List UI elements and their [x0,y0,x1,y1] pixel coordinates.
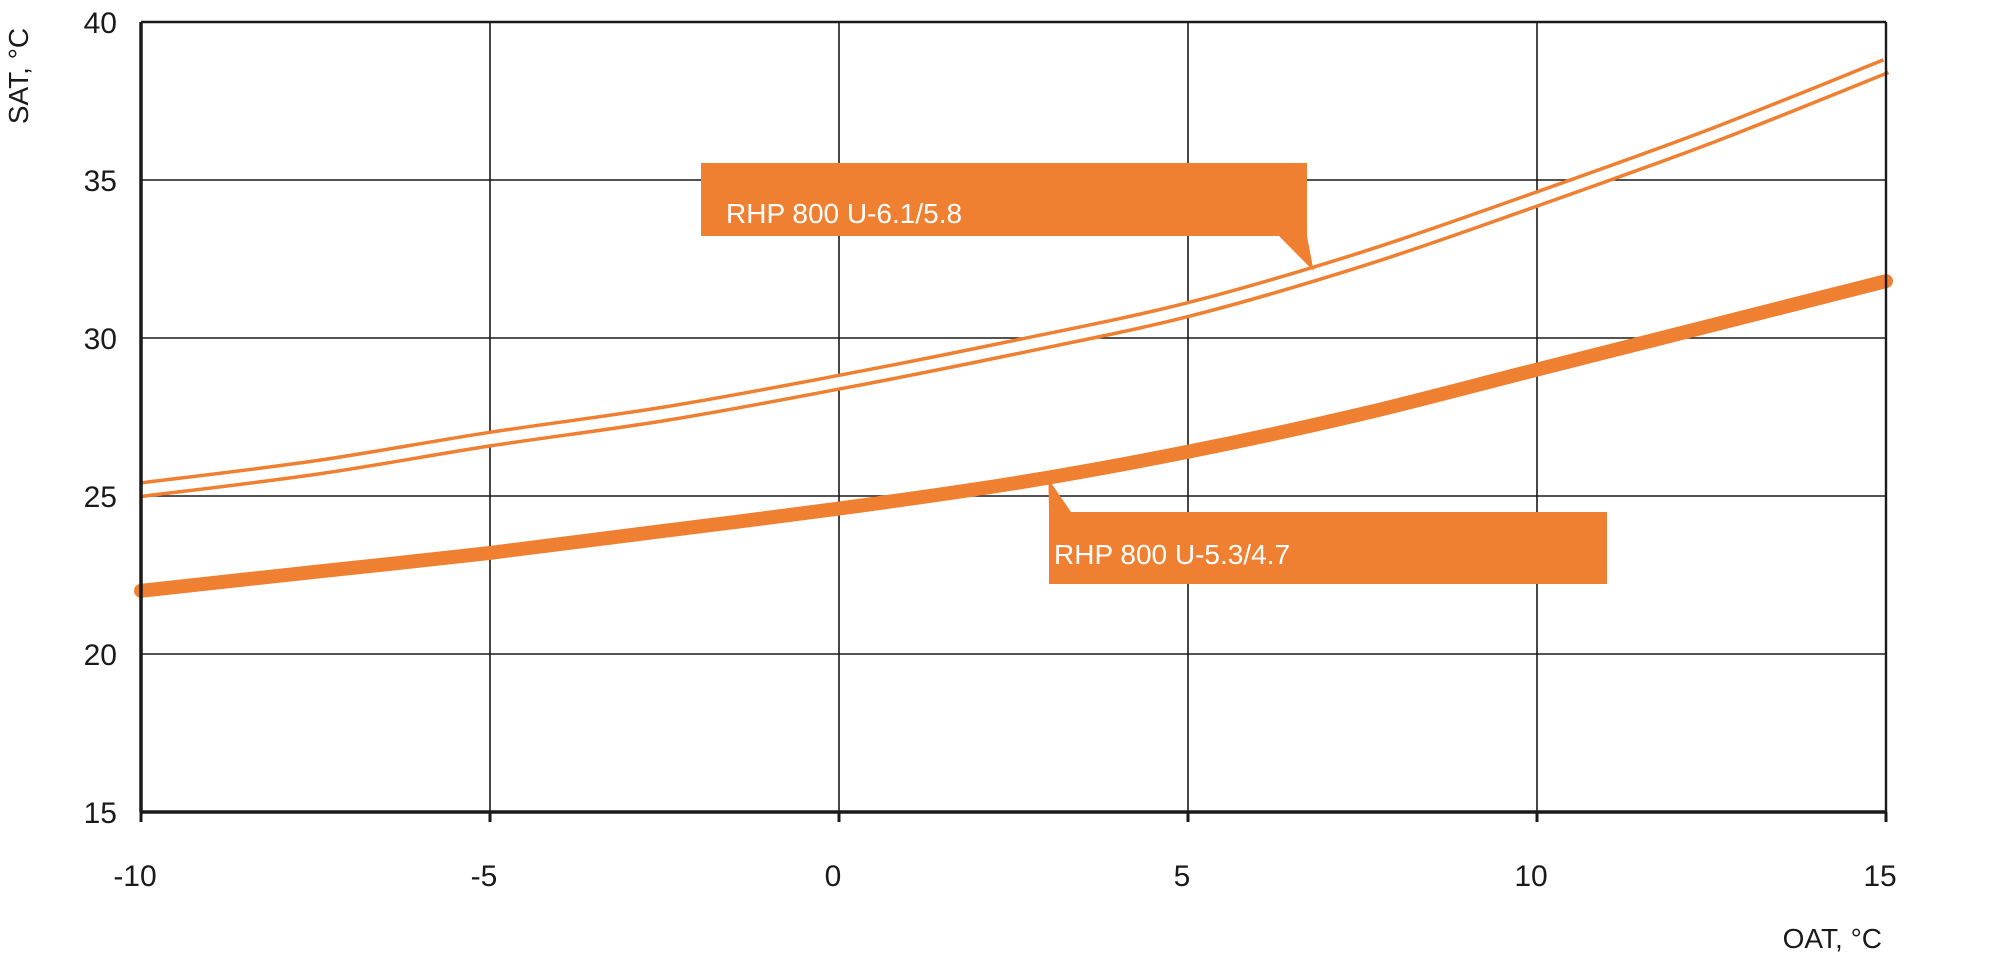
series-callout-2: RHP 800 U-5.3/4.7 [1048,479,1607,584]
y-tick-label: 30 [84,323,117,356]
y-tick-label: 40 [84,7,117,40]
y-tick-label: 25 [84,481,117,514]
callout-pointer [1279,236,1314,272]
series-line-2 [134,274,1893,598]
series-callouts: RHP 800 U-6.1/5.8 RHP 800 U-5.3/4.7 [701,163,1607,584]
callout-box [1049,512,1607,584]
grid-lines [141,22,1886,812]
y-tick-label: 20 [84,639,117,672]
y-axis-label: SAT, °C [3,28,34,124]
callout-label: RHP 800 U-5.3/4.7 [1054,539,1290,570]
series-line-1 [139,58,1890,499]
x-tick-label: 15 [1863,860,1896,893]
callout-label: RHP 800 U-6.1/5.8 [726,198,962,229]
series-line-1-inner [140,61,1888,495]
y-tick-label: 35 [84,165,117,198]
plot-frame [139,20,1888,822]
y-tick-label: 15 [84,797,117,830]
tick-labels: -10 -5 0 5 10 15 15 20 25 30 35 40 [84,7,1897,893]
callout-box [701,163,1307,236]
x-tick-label: -10 [113,860,156,893]
callout-pointer [1048,479,1071,512]
x-tick-label: 10 [1514,860,1547,893]
series-lines [134,58,1893,598]
x-tick-label: 5 [1174,860,1191,893]
x-tick-label: -5 [471,860,498,893]
x-tick-label: 0 [825,860,842,893]
x-axis-label: OAT, °C [1783,923,1882,954]
series-callout-1: RHP 800 U-6.1/5.8 [701,163,1314,272]
